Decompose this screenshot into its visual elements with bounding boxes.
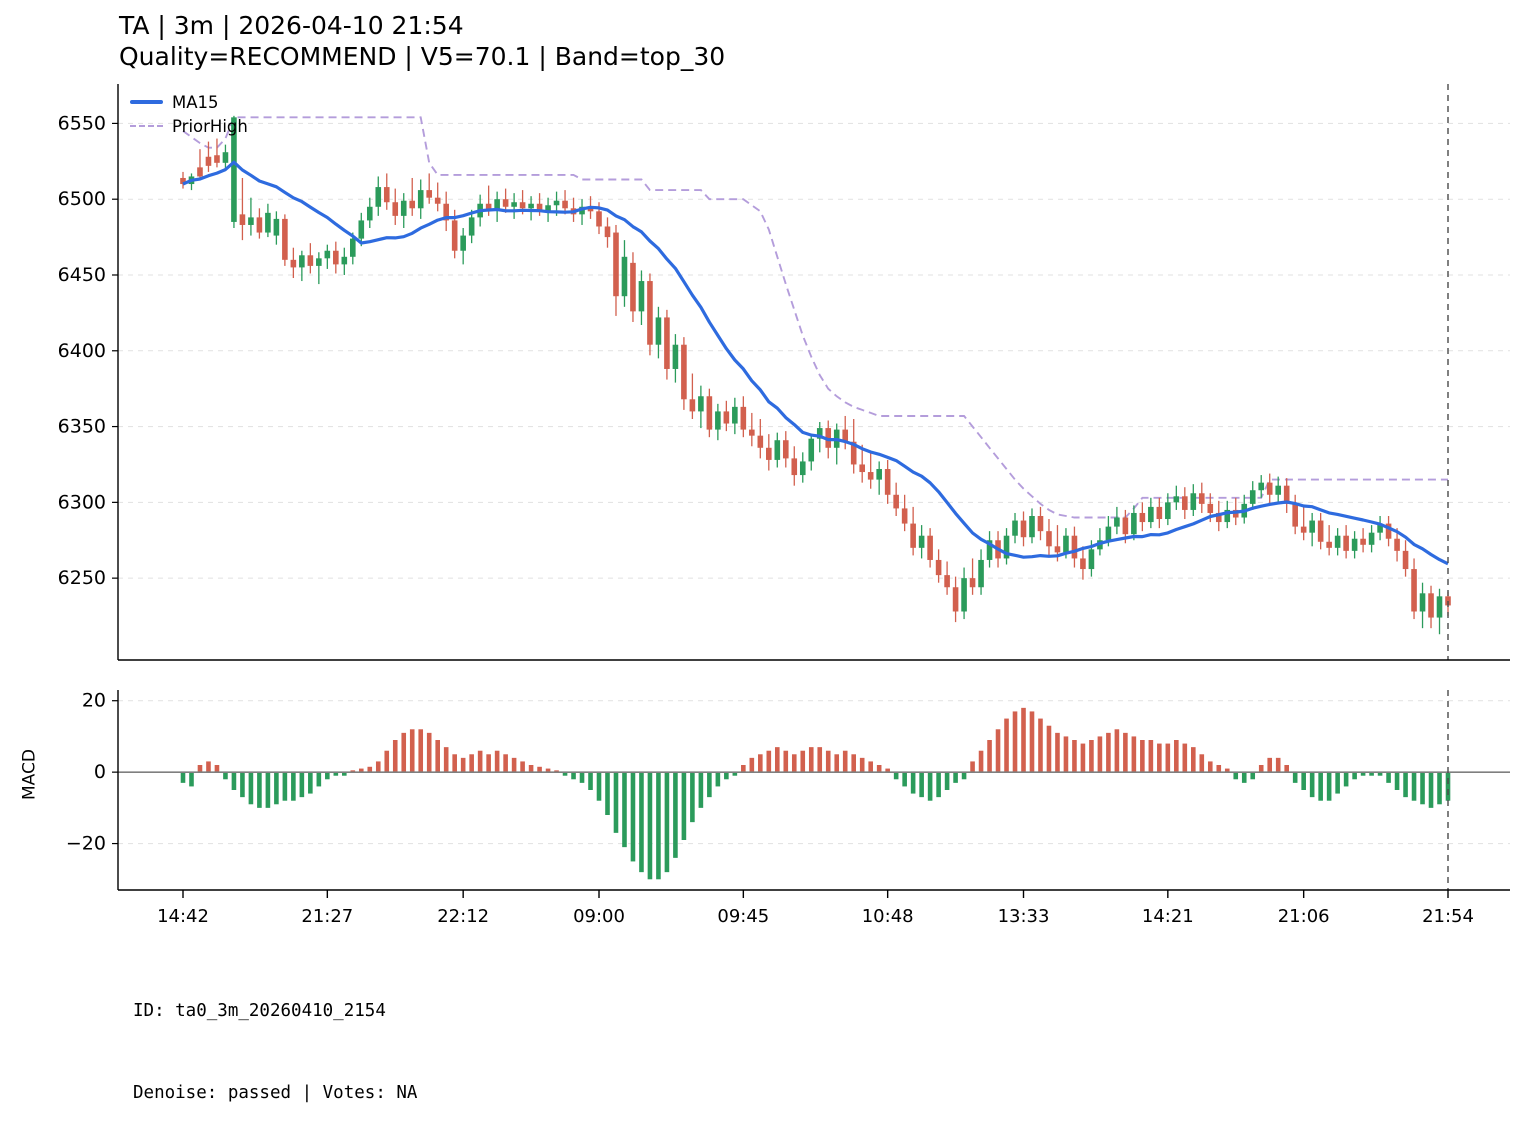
svg-text:22:12: 22:12 — [437, 906, 489, 927]
svg-text:21:06: 21:06 — [1278, 906, 1330, 927]
priorhigh-line-icon — [130, 125, 163, 127]
footer-info: ID: ta0_3m_20260410_2154 Denoise: passed… — [133, 944, 670, 1143]
svg-text:09:00: 09:00 — [573, 906, 625, 927]
svg-text:13:33: 13:33 — [998, 906, 1050, 927]
footer-line-denoise: Denoise: passed | Votes: NA — [133, 1083, 418, 1104]
svg-text:10:48: 10:48 — [862, 906, 914, 927]
svg-text:6400: 6400 — [58, 340, 106, 362]
svg-text:6500: 6500 — [58, 188, 106, 210]
svg-text:6350: 6350 — [58, 416, 106, 438]
svg-text:09:45: 09:45 — [717, 906, 769, 927]
title-line-1: TA | 3m | 2026-04-10 21:54 — [119, 11, 464, 40]
footer-line-id: ID: ta0_3m_20260410_2154 — [133, 1001, 386, 1022]
svg-text:14:42: 14:42 — [157, 906, 209, 927]
svg-text:6250: 6250 — [58, 567, 106, 589]
legend-label: PriorHigh — [172, 116, 248, 136]
svg-text:6450: 6450 — [58, 264, 106, 286]
svg-text:6300: 6300 — [58, 491, 106, 513]
svg-text:21:54: 21:54 — [1422, 906, 1474, 927]
svg-text:21:27: 21:27 — [301, 906, 353, 927]
svg-text:6550: 6550 — [58, 112, 106, 134]
macd-axis-label: MACD — [19, 749, 40, 800]
legend-item-ma15: MA15 — [130, 92, 248, 112]
svg-text:20: 20 — [82, 690, 106, 712]
svg-text:−20: −20 — [66, 833, 106, 855]
legend: MA15 PriorHigh — [130, 92, 248, 136]
legend-item-priorhigh: PriorHigh — [130, 116, 248, 136]
title-line-2: Quality=RECOMMEND | V5=70.1 | Band=top_3… — [119, 42, 726, 71]
chart-title: TA | 3m | 2026-04-10 21:54 Quality=RECOM… — [119, 10, 725, 72]
ma15-line-icon — [130, 100, 163, 104]
svg-text:0: 0 — [94, 761, 106, 783]
svg-text:14:21: 14:21 — [1142, 906, 1194, 927]
legend-label: MA15 — [172, 92, 219, 112]
